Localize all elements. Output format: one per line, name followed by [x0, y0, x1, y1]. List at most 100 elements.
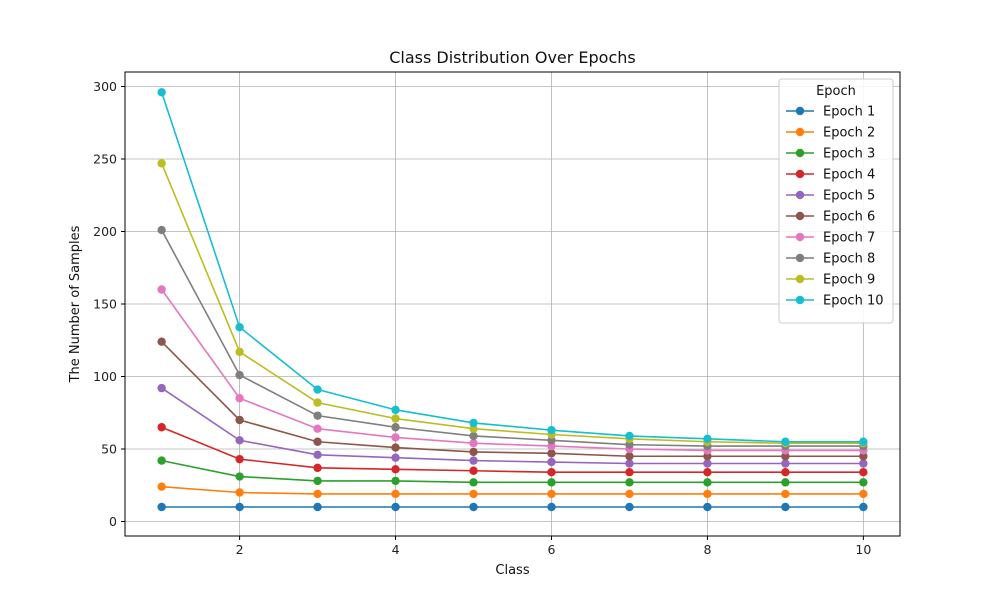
data-point: [547, 436, 556, 445]
data-point: [469, 431, 478, 441]
legend-entry: Epoch 4: [786, 168, 875, 183]
data-point: [859, 452, 868, 461]
series-line: [161, 387, 864, 465]
legend-entry: Epoch 5: [786, 189, 875, 204]
legend-box: [778, 78, 894, 324]
data-point: [703, 468, 712, 477]
legend-label: Epoch 4: [823, 168, 875, 183]
data-point: [235, 370, 244, 380]
data-point: [469, 489, 478, 499]
data-point: [781, 478, 790, 487]
x-tick-label: 4: [392, 542, 400, 557]
data-point: [313, 476, 322, 486]
data-point: [235, 347, 244, 357]
data-point: [625, 431, 634, 441]
series-2: [157, 482, 868, 499]
data-point: [313, 463, 322, 473]
data-point: [625, 489, 634, 499]
series-1: [157, 502, 868, 512]
data-point: [235, 436, 244, 445]
data-point: [391, 453, 400, 462]
data-point: [781, 459, 790, 468]
data-point: [625, 478, 634, 487]
legend-marker: [795, 127, 805, 137]
data-point: [391, 423, 400, 432]
data-point: [547, 457, 556, 467]
data-point: [235, 415, 244, 425]
grid: [125, 72, 900, 536]
legend-label: Epoch 9: [823, 273, 875, 288]
data-point: [547, 478, 556, 487]
data-point: [157, 159, 166, 168]
data-point: [469, 439, 478, 448]
data-point: [157, 502, 166, 512]
legend-entry: Epoch 6: [786, 210, 875, 225]
data-point: [781, 502, 790, 512]
series-line: [161, 341, 864, 458]
legend-entry: Epoch 1: [786, 105, 875, 120]
data-point: [859, 478, 868, 487]
data-point: [313, 489, 322, 499]
data-point: [781, 437, 790, 446]
data-point: [391, 465, 400, 474]
data-point: [235, 323, 244, 332]
data-point: [859, 489, 868, 499]
data-point: [313, 398, 322, 407]
data-point: [235, 454, 244, 464]
series-3: [157, 456, 868, 487]
chart-title: Class Distribution Over Epochs: [389, 48, 636, 67]
data-point: [703, 434, 712, 444]
y-tick-label: 250: [93, 152, 117, 167]
legend-entry: Epoch 2: [786, 126, 875, 141]
legend-title: Epoch: [816, 84, 856, 99]
legend-label: Epoch 1: [823, 105, 875, 120]
data-point: [157, 88, 166, 97]
data-point: [469, 456, 478, 465]
series-line: [161, 426, 864, 474]
legend-entry: Epoch 7: [786, 231, 875, 246]
data-point: [625, 502, 634, 512]
legend-marker: [795, 274, 805, 284]
data-point: [391, 405, 400, 415]
data-point: [859, 468, 868, 477]
data-point: [625, 440, 634, 449]
legend-marker: [795, 148, 805, 158]
data-point: [547, 449, 556, 458]
series-layer: [157, 88, 868, 512]
data-point: [157, 225, 166, 235]
data-point: [313, 502, 322, 512]
legend-label: Epoch 8: [823, 252, 875, 267]
data-point: [235, 488, 244, 497]
legend-entry: Epoch 3: [786, 147, 875, 162]
data-point: [469, 424, 478, 433]
legend: Epoch Epoch 1 Epoch 2 Epoch 3 Epoch 4 Epoch …: [778, 78, 894, 324]
data-point: [469, 447, 478, 457]
series-line: [161, 459, 864, 484]
data-point: [703, 459, 712, 468]
series-line: [160, 229, 864, 447]
series-4: [157, 423, 868, 477]
y-tick-label: 100: [93, 369, 117, 384]
data-point: [469, 466, 478, 475]
data-point: [235, 394, 244, 403]
x-tick-label: 8: [703, 542, 711, 557]
x-axis-label: Class: [495, 563, 529, 578]
data-point: [235, 472, 244, 481]
legend-label: Epoch 5: [823, 189, 875, 204]
series-8: [157, 225, 868, 451]
data-point: [547, 489, 556, 499]
data-point: [313, 385, 322, 394]
data-point: [157, 482, 166, 491]
data-point: [625, 468, 634, 477]
y-axis-label: The Number of Samples: [68, 225, 83, 383]
legend-entry: Epoch 9: [786, 273, 875, 288]
legend-entry: Epoch 10: [786, 294, 883, 309]
data-point: [157, 383, 166, 393]
legend-label: Epoch 7: [823, 231, 875, 246]
legend-marker: [795, 169, 805, 179]
series-line: [160, 289, 864, 452]
legend-label: Epoch 6: [823, 210, 875, 225]
data-point: [313, 450, 322, 459]
